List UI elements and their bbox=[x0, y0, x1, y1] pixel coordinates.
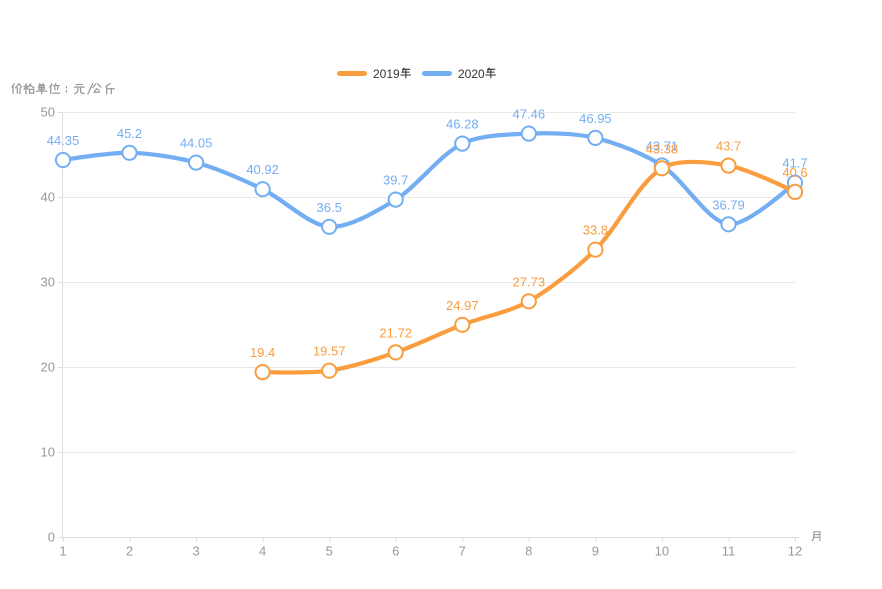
svg-text:41.7: 41.7 bbox=[782, 156, 807, 171]
svg-text:44.05: 44.05 bbox=[180, 136, 213, 151]
svg-text:4: 4 bbox=[259, 544, 266, 559]
svg-text:36.5: 36.5 bbox=[317, 200, 342, 215]
svg-text:12: 12 bbox=[788, 544, 802, 559]
svg-text:40: 40 bbox=[41, 190, 55, 205]
svg-text:47.46: 47.46 bbox=[513, 107, 546, 122]
svg-text:45.2: 45.2 bbox=[117, 126, 142, 141]
svg-text:43.38: 43.38 bbox=[646, 141, 679, 156]
svg-text:50: 50 bbox=[41, 105, 55, 120]
svg-text:11: 11 bbox=[722, 544, 736, 559]
svg-text:43.71: 43.71 bbox=[646, 139, 679, 154]
svg-text:39.7: 39.7 bbox=[383, 173, 408, 188]
svg-text:27.73: 27.73 bbox=[513, 274, 546, 289]
svg-text:6: 6 bbox=[392, 544, 399, 559]
svg-text:2: 2 bbox=[126, 544, 133, 559]
svg-text:19.4: 19.4 bbox=[250, 345, 275, 360]
svg-text:20: 20 bbox=[41, 360, 55, 375]
svg-text:10: 10 bbox=[41, 445, 55, 460]
svg-text:0: 0 bbox=[48, 530, 55, 545]
svg-text:43.7: 43.7 bbox=[716, 139, 741, 154]
svg-text:9: 9 bbox=[592, 544, 599, 559]
svg-text:19.57: 19.57 bbox=[313, 344, 346, 359]
svg-text:24.97: 24.97 bbox=[446, 298, 479, 313]
svg-text:1: 1 bbox=[59, 544, 66, 559]
svg-text:40.92: 40.92 bbox=[246, 162, 279, 177]
svg-text:2020: 2020 bbox=[458, 67, 485, 81]
svg-text:36.79: 36.79 bbox=[712, 197, 745, 212]
svg-text:2019: 2019 bbox=[373, 67, 400, 81]
svg-text:44.35: 44.35 bbox=[47, 133, 80, 148]
svg-text:30: 30 bbox=[41, 275, 55, 290]
svg-text:46.95: 46.95 bbox=[579, 111, 612, 126]
svg-text:21.72: 21.72 bbox=[379, 325, 412, 340]
svg-text:3: 3 bbox=[192, 544, 199, 559]
svg-text:8: 8 bbox=[525, 544, 532, 559]
svg-text:40.6: 40.6 bbox=[782, 165, 807, 180]
svg-text:46.28: 46.28 bbox=[446, 117, 479, 132]
svg-text:33.8: 33.8 bbox=[583, 223, 608, 238]
svg-text:10: 10 bbox=[655, 544, 669, 559]
svg-text:5: 5 bbox=[326, 544, 333, 559]
svg-text:7: 7 bbox=[459, 544, 466, 559]
